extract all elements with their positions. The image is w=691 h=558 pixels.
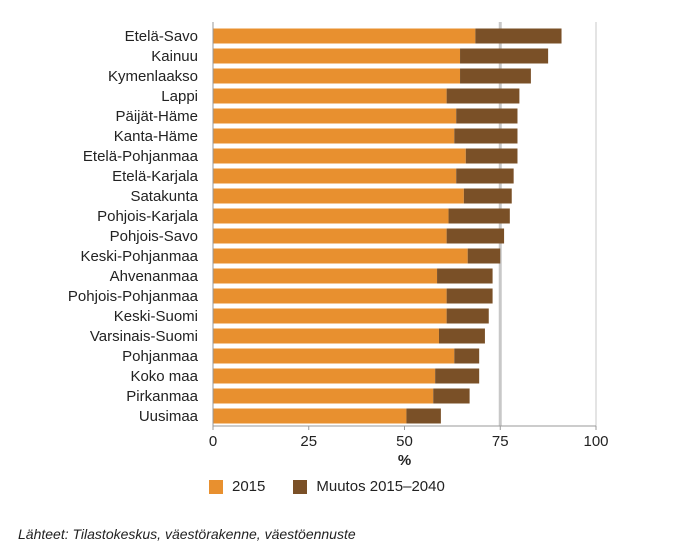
- bar-muutos-16: [454, 348, 480, 364]
- legend-item-muutos: Muutos 2015–2040: [293, 478, 445, 495]
- bar-2015-12: [213, 268, 438, 284]
- legend-label-2015: 2015: [232, 478, 266, 495]
- bar-2015-9: [213, 208, 449, 224]
- x-tick-label: 50: [396, 433, 413, 450]
- x-tick-label: 25: [300, 433, 317, 450]
- bar-muutos-6: [465, 148, 518, 164]
- source-note: Lähteet: Tilastokeskus, väestörakenne, v…: [18, 526, 356, 542]
- bar-2015-11: [213, 248, 468, 264]
- bar-muutos-14: [446, 308, 489, 324]
- bar-2015-18: [213, 388, 434, 404]
- category-label: Ahvenanmaa: [110, 268, 199, 285]
- category-label: Etelä-Pohjanmaa: [83, 148, 199, 165]
- bar-muutos-15: [438, 328, 485, 344]
- bar-muutos-17: [435, 368, 480, 384]
- bar-muutos-18: [433, 388, 470, 404]
- bar-2015-7: [213, 168, 457, 184]
- bar-2015-8: [213, 188, 464, 204]
- legend-swatch-muutos: [293, 479, 308, 494]
- category-label: Uusimaa: [139, 408, 199, 425]
- bar-muutos-4: [456, 108, 518, 124]
- chart-container: Etelä-Savo Kainuu Kymenlaakso Lappi Päijät-H…: [68, 22, 609, 469]
- category-label: Varsinais-Suomi: [90, 328, 198, 345]
- bar-muutos-11: [467, 248, 501, 264]
- bar-2015-0: [213, 28, 476, 44]
- bar-muutos-1: [460, 48, 549, 64]
- bar-muutos-13: [446, 288, 493, 304]
- bar-muutos-2: [460, 68, 531, 84]
- category-label: Koko maa: [130, 368, 198, 385]
- bar-muutos-19: [406, 408, 441, 424]
- bar-2015-14: [213, 308, 447, 324]
- legend: 2015 Muutos 2015–2040: [209, 478, 473, 495]
- bar-muutos-0: [475, 28, 562, 44]
- legend-item-2015: 2015: [209, 478, 265, 495]
- bar-2015-6: [213, 148, 466, 164]
- bar-2015-10: [213, 228, 447, 244]
- stacked-bar-chart: Etelä-Savo Kainuu Kymenlaakso Lappi Päijät-H…: [68, 22, 609, 469]
- category-label: Pirkanmaa: [126, 388, 198, 405]
- category-label: Satakunta: [130, 188, 198, 205]
- x-tick-label: 0: [209, 433, 217, 450]
- bar-2015-15: [213, 328, 439, 344]
- bar-2015-1: [213, 48, 461, 64]
- category-label: Pohjois-Karjala: [97, 208, 199, 225]
- bar-muutos-7: [456, 168, 514, 184]
- bar-2015-13: [213, 288, 447, 304]
- category-label: Pohjois-Savo: [110, 228, 198, 245]
- bar-muutos-9: [448, 208, 510, 224]
- bar-muutos-8: [463, 188, 512, 204]
- category-label: Pohjanmaa: [122, 348, 199, 365]
- category-label: Pohjois-Pohjanmaa: [68, 288, 199, 305]
- category-label: Etelä-Savo: [125, 28, 198, 45]
- category-label: Päijät-Häme: [115, 108, 198, 125]
- bar-2015-19: [213, 408, 407, 424]
- category-label: Kainuu: [151, 48, 198, 65]
- bar-2015-2: [213, 68, 461, 84]
- x-tick-label: 75: [492, 433, 509, 450]
- bar-muutos-12: [437, 268, 493, 284]
- legend-swatch-2015: [209, 479, 223, 494]
- category-label: Kanta-Häme: [114, 128, 198, 145]
- bar-2015-16: [213, 348, 455, 364]
- category-label: Kymenlaakso: [108, 68, 198, 85]
- bar-muutos-10: [446, 228, 505, 244]
- category-label: Etelä-Karjala: [112, 168, 199, 185]
- bar-2015-3: [213, 88, 447, 104]
- x-tick-label: 100: [583, 433, 608, 450]
- category-label: Keski-Suomi: [114, 308, 198, 325]
- bar-2015-4: [213, 108, 457, 124]
- bar-muutos-3: [446, 88, 520, 104]
- category-label: Keski-Pohjanmaa: [80, 248, 198, 265]
- bar-2015-17: [213, 368, 436, 384]
- category-label: Lappi: [161, 88, 198, 105]
- legend-label-muutos: Muutos 2015–2040: [316, 478, 445, 495]
- x-axis-label: %: [398, 452, 411, 469]
- bar-muutos-5: [454, 128, 518, 144]
- bar-2015-5: [213, 128, 455, 144]
